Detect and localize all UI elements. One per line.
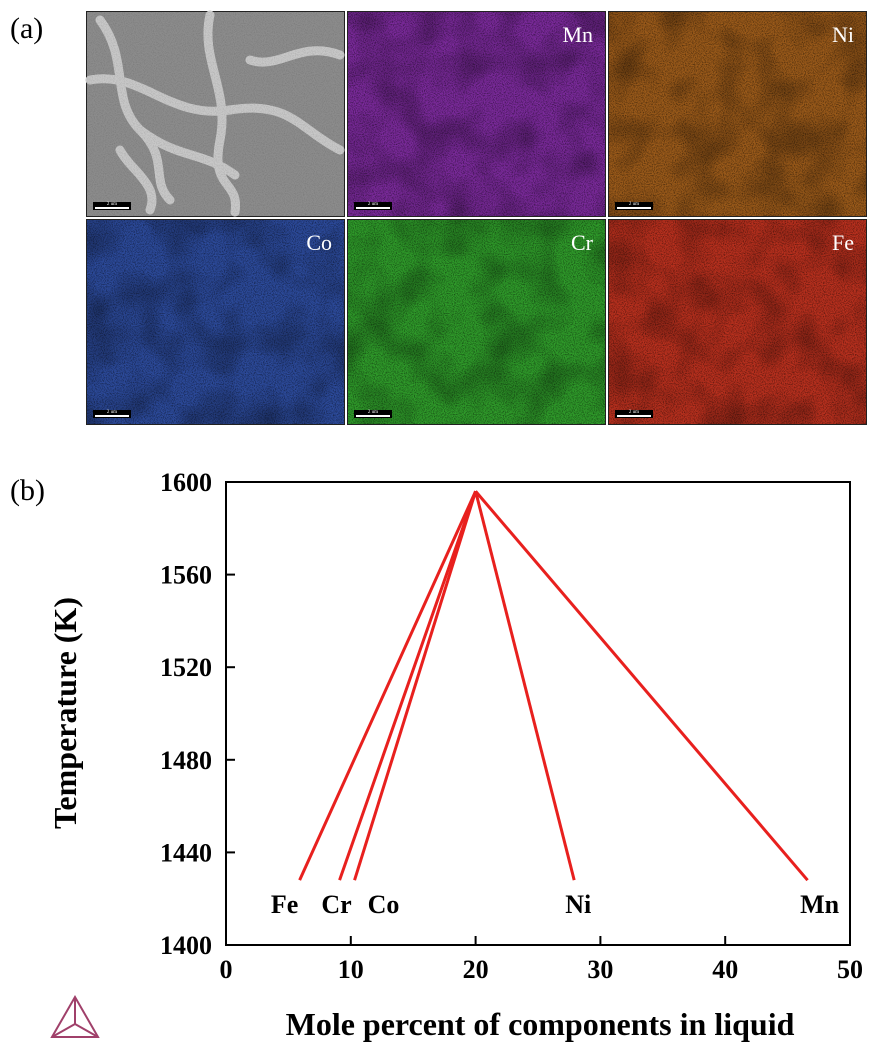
y-tick-label: 1440 <box>160 838 212 867</box>
y-tick-label: 1560 <box>160 561 212 590</box>
series-label: Co <box>368 890 400 919</box>
speckle <box>609 220 866 424</box>
scale-bar-label: 2 um <box>107 202 117 207</box>
series-label: Ni <box>565 890 591 919</box>
y-tick-label: 1400 <box>160 931 212 960</box>
scale-bar-line <box>356 207 390 209</box>
x-tick-label: 10 <box>338 955 364 984</box>
texture <box>87 12 344 216</box>
map-image: Ni 2 um <box>608 11 867 217</box>
logo <box>52 997 98 1037</box>
series-label: Fe <box>271 890 298 919</box>
scale-bar-label: 2 um <box>629 202 639 207</box>
element-label: Cr <box>571 230 594 255</box>
scale-bar-line <box>617 415 651 417</box>
scale-bar-label: 2 um <box>107 410 117 415</box>
y-tick-label: 1480 <box>160 746 212 775</box>
page: (a) 2 um Mn 2 um Ni 2 um Co 2 um Cr 2 um Fe 2 um (… <box>0 0 874 1045</box>
x-tick-label: 20 <box>463 955 489 984</box>
scale-bar-line <box>95 415 129 417</box>
x-tick-label: 40 <box>712 955 738 984</box>
element-label: Fe <box>832 230 854 255</box>
map-grid: 2 um Mn 2 um Ni 2 um Co 2 um Cr 2 um Fe 2 um <box>86 11 867 425</box>
series-label: Cr <box>321 890 351 919</box>
y-axis-label: Temperature (K) <box>47 597 83 829</box>
scale-bar-line <box>617 207 651 209</box>
plot-frame <box>226 482 850 945</box>
speckle <box>348 220 605 424</box>
x-axis-label: Mole percent of components in liquid <box>286 1006 795 1042</box>
element-label: Mn <box>562 22 593 47</box>
series-line <box>355 491 476 880</box>
map-image: Co 2 um <box>86 219 345 425</box>
y-tick-label: 1600 <box>160 468 212 497</box>
map-image: Fe 2 um <box>608 219 867 425</box>
element-label: Co <box>306 230 332 255</box>
map-image: Cr 2 um <box>347 219 606 425</box>
scale-bar-label: 2 um <box>368 202 378 207</box>
plot: 1400 1440 1480 1520 1560 1600 0 10 20 30 40 50 Fe Cr C… <box>160 468 863 984</box>
panel-label: (a) <box>10 12 43 45</box>
speckle <box>609 12 866 216</box>
series-line <box>300 491 476 880</box>
map-image: 2 um <box>86 11 345 217</box>
scale-bar-label: 2 um <box>368 410 378 415</box>
figure: (a) 2 um Mn 2 um Ni 2 um Co 2 um Cr 2 um Fe 2 um (… <box>0 0 874 1045</box>
scale-bar-label: 2 um <box>629 410 639 415</box>
x-tick-label: 50 <box>837 955 863 984</box>
series-label: Mn <box>800 890 840 919</box>
scale-bar-line <box>356 415 390 417</box>
x-tick-label: 0 <box>220 955 233 984</box>
map-image: Mn 2 um <box>347 11 606 217</box>
y-tick-label: 1520 <box>160 653 212 682</box>
panel-label: (b) <box>10 474 45 507</box>
x-tick-label: 30 <box>587 955 613 984</box>
scale-bar-line <box>95 207 129 209</box>
series-line <box>340 491 476 880</box>
y-axis-title: Temperature (K) <box>47 597 83 829</box>
element-label: Ni <box>832 22 854 47</box>
